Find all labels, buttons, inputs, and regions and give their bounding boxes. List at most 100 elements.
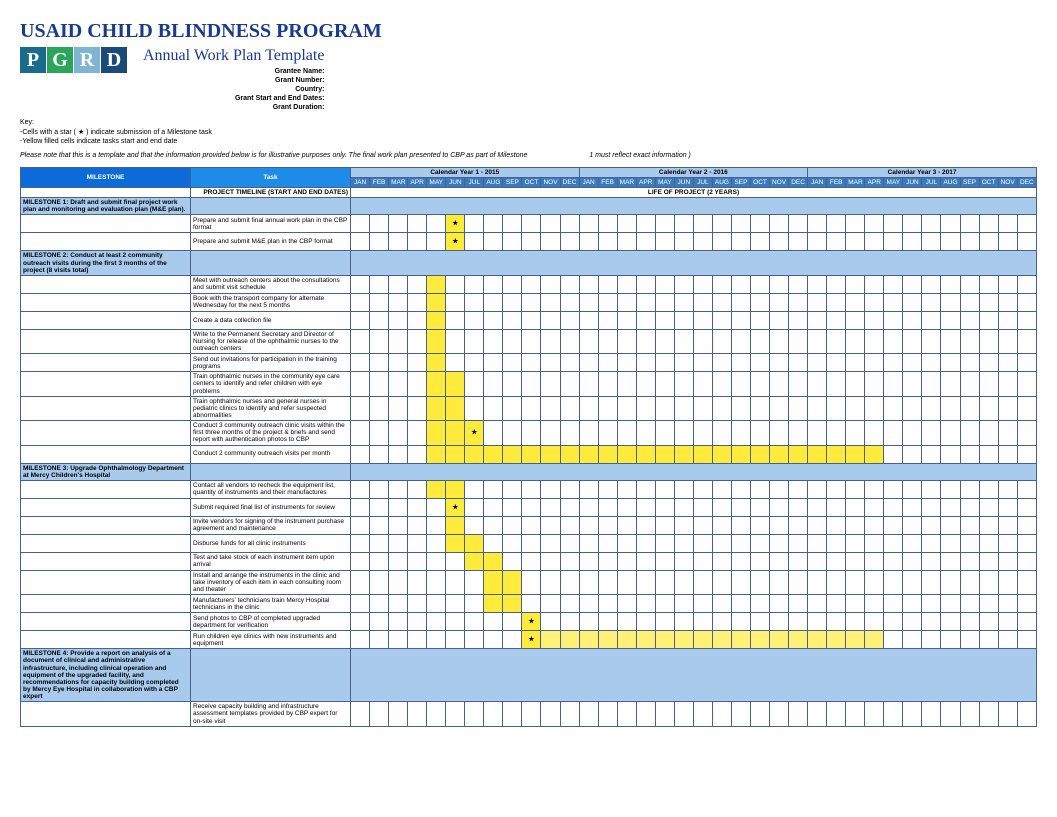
month-header: MAR — [389, 177, 408, 187]
timeline-cell — [427, 445, 446, 463]
timeline-cell — [731, 702, 750, 726]
timeline-cell — [865, 354, 884, 372]
timeline-cell — [979, 480, 998, 498]
timeline-cell — [541, 215, 560, 233]
timeline-cell — [712, 421, 731, 445]
timeline-cell — [503, 534, 522, 552]
timeline-cell — [731, 570, 750, 594]
timeline-cell — [750, 372, 769, 396]
timeline-cell — [884, 233, 903, 251]
timeline-cell — [408, 534, 427, 552]
timeline-cell — [351, 311, 370, 329]
timeline-cell — [617, 702, 636, 726]
task-text: Install and arrange the instruments in t… — [191, 570, 351, 594]
timeline-cell — [922, 233, 941, 251]
timeline-cell — [884, 516, 903, 534]
timeline-cell — [865, 293, 884, 311]
timeline-cell — [408, 498, 427, 516]
timeline-cell — [522, 498, 541, 516]
task-text: Contact all vendors to recheck the equip… — [191, 480, 351, 498]
timeline-cell — [731, 329, 750, 353]
timeline-cell — [484, 329, 503, 353]
task-text: Prepare and submit M&E plan in the CBP f… — [191, 233, 351, 251]
timeline-cell — [693, 354, 712, 372]
task-text: Send out invitations for participation i… — [191, 354, 351, 372]
timeline-cell — [370, 421, 389, 445]
timeline-cell — [503, 293, 522, 311]
timeline-cell — [712, 311, 731, 329]
timeline-cell — [389, 372, 408, 396]
timeline-cell — [389, 354, 408, 372]
timeline-cell — [427, 631, 446, 649]
timeline-cell — [560, 372, 579, 396]
timeline-cell — [827, 516, 846, 534]
timeline-cell — [522, 534, 541, 552]
month-header: AUG — [941, 177, 960, 187]
timeline-cell — [1017, 293, 1036, 311]
timeline-cell — [522, 372, 541, 396]
month-header: OCT — [750, 177, 769, 187]
timeline-cell — [427, 329, 446, 353]
timeline-cell — [351, 396, 370, 420]
timeline-cell — [541, 421, 560, 445]
timeline-cell — [808, 372, 827, 396]
timeline-cell — [903, 215, 922, 233]
timeline-cell — [884, 215, 903, 233]
timeline-cell — [865, 480, 884, 498]
timeline-cell — [655, 595, 674, 613]
timeline-cell — [770, 552, 789, 570]
timeline-cell — [598, 372, 617, 396]
timeline-cell — [693, 372, 712, 396]
timeline-cell — [370, 631, 389, 649]
timeline-cell — [750, 421, 769, 445]
timeline-cell — [712, 233, 731, 251]
timeline-cell — [351, 275, 370, 293]
timeline-cell — [446, 293, 465, 311]
timeline-cell — [865, 516, 884, 534]
timeline-cell — [865, 421, 884, 445]
timeline-cell — [808, 445, 827, 463]
timeline-cell — [827, 311, 846, 329]
timeline-cell — [465, 702, 484, 726]
timeline-cell — [484, 534, 503, 552]
month-header: NOV — [770, 177, 789, 187]
timeline-cell — [846, 396, 865, 420]
timeline-cell — [979, 354, 998, 372]
timeline-cell: ★ — [446, 215, 465, 233]
timeline-cell — [979, 498, 998, 516]
timeline-cell — [941, 215, 960, 233]
timeline-cell — [922, 372, 941, 396]
timeline-cell — [827, 631, 846, 649]
timeline-cell — [865, 534, 884, 552]
timeline-cell — [903, 445, 922, 463]
timeline-cell — [998, 372, 1017, 396]
timeline-cell — [503, 516, 522, 534]
timeline-cell: ★ — [446, 233, 465, 251]
timeline-cell — [998, 275, 1017, 293]
timeline-cell — [674, 215, 693, 233]
timeline-cell — [446, 613, 465, 631]
timeline-cell — [750, 631, 769, 649]
timeline-cell — [503, 480, 522, 498]
milestone-span — [351, 198, 1037, 215]
timeline-cell — [712, 372, 731, 396]
empty-cell — [21, 570, 191, 594]
timeline-cell — [560, 293, 579, 311]
task-text: Manufacturers' technicians train Mercy H… — [191, 595, 351, 613]
timeline-cell — [636, 613, 655, 631]
timeline-cell — [370, 480, 389, 498]
timeline-cell — [750, 534, 769, 552]
month-header: FEB — [370, 177, 389, 187]
timeline-cell — [465, 570, 484, 594]
timeline-cell — [903, 311, 922, 329]
timeline-cell — [617, 233, 636, 251]
timeline-cell — [827, 233, 846, 251]
empty-cell — [21, 215, 191, 233]
timeline-cell — [674, 595, 693, 613]
timeline-cell — [370, 293, 389, 311]
timeline-cell — [827, 421, 846, 445]
timeline-cell — [655, 445, 674, 463]
timeline-cell — [541, 552, 560, 570]
timeline-cell — [579, 233, 598, 251]
timeline-cell — [998, 702, 1017, 726]
